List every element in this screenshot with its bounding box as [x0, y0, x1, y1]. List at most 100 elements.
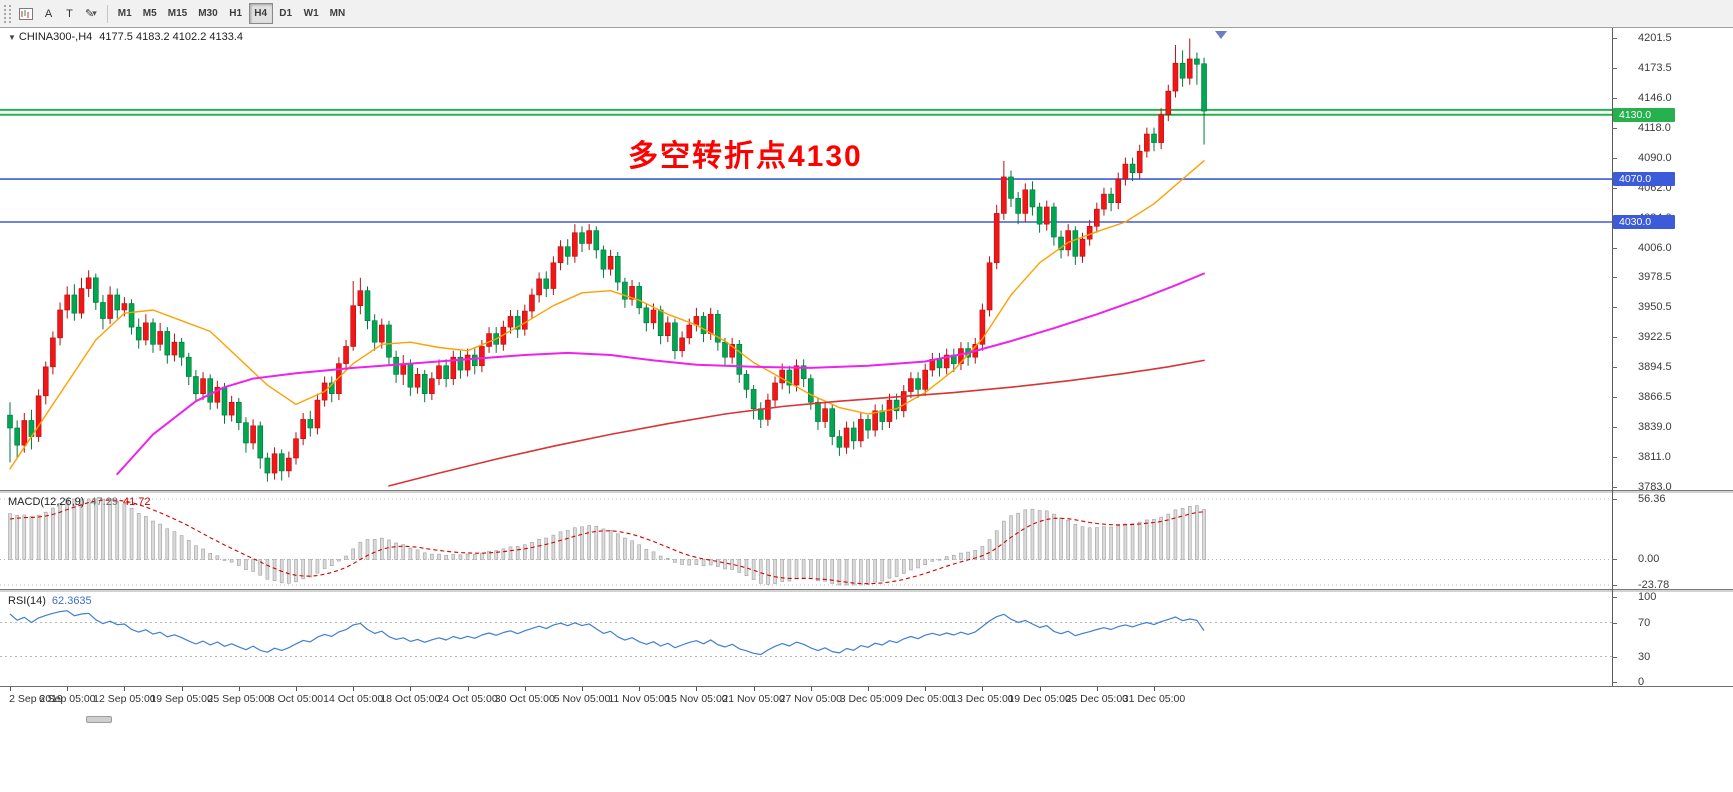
ma-slow-red — [388, 359, 1205, 487]
candle — [207, 378, 213, 403]
date-axis-label: 24 Oct 05:00 — [437, 693, 498, 705]
collapse-triangle-icon[interactable]: ▼ — [8, 33, 16, 42]
axis-tick — [124, 687, 126, 691]
timeframe-D1[interactable]: D1 — [274, 3, 298, 24]
macd-histogram-bar — [387, 539, 391, 560]
candle — [185, 356, 192, 377]
macd-histogram-bar — [86, 498, 91, 560]
candle — [743, 374, 750, 390]
chevron-down-icon: ▾ — [92, 8, 97, 18]
macd-panel[interactable] — [0, 493, 1612, 589]
timeframe-H1[interactable]: H1 — [224, 3, 248, 24]
date-axis-label: 13 Dec 05:00 — [951, 693, 1014, 705]
candle — [643, 307, 650, 324]
toolbar-separator — [106, 4, 108, 23]
macd-histogram-bar — [508, 546, 513, 560]
timeframe-H4[interactable]: H4 — [248, 3, 273, 24]
timeframe-M30[interactable]: M30 — [193, 3, 222, 24]
date-axis-label: 19 Dec 05:00 — [1008, 693, 1071, 705]
macd-histogram-bar — [308, 559, 313, 578]
main-chart-canvas[interactable] — [0, 28, 1612, 490]
macd-histogram-bar — [458, 554, 463, 560]
macd-histogram-bar — [594, 526, 599, 560]
candle — [815, 401, 821, 422]
macd-histogram-bar — [673, 559, 677, 563]
macd-histogram-bar — [766, 559, 770, 585]
macd-histogram-bar — [165, 528, 170, 560]
main-chart-panel[interactable] — [0, 28, 1612, 490]
horizontal-scrollbar[interactable] — [86, 716, 112, 723]
rsi-panel[interactable] — [0, 592, 1612, 686]
candle — [193, 376, 199, 394]
candle — [378, 324, 385, 343]
axis-tick — [1612, 682, 1617, 683]
macd-histogram-bar — [894, 559, 899, 577]
macd-histogram-bar — [773, 559, 777, 584]
macd-histogram-bar — [780, 559, 785, 582]
timeframe-M5[interactable]: M5 — [138, 3, 162, 24]
macd-histogram-bar — [65, 498, 69, 560]
macd-canvas — [0, 498, 1612, 586]
candle — [765, 399, 771, 420]
macd-histogram-bar — [1173, 509, 1178, 560]
axis-tick — [1612, 247, 1617, 249]
macd-histogram-bar — [51, 507, 55, 560]
macd-histogram-bar — [315, 559, 320, 574]
candle — [1094, 208, 1100, 227]
axis-tick — [1612, 597, 1617, 598]
candle — [479, 346, 485, 367]
candle — [543, 278, 550, 289]
candle — [1036, 206, 1043, 225]
macd-histogram-bar — [237, 559, 241, 566]
macd-histogram-bar — [229, 559, 234, 563]
timeframe-W1[interactable]: W1 — [299, 3, 324, 24]
candle — [1201, 63, 1207, 112]
price-axis-label: 4090.0 — [1638, 151, 1672, 164]
panel-separator[interactable] — [0, 589, 1733, 592]
macd-histogram-bar — [472, 554, 477, 560]
axis-tick — [1612, 397, 1617, 399]
axis-tick — [1039, 687, 1041, 691]
candle — [278, 453, 285, 472]
macd-histogram-bar — [415, 549, 420, 560]
text-tool-button[interactable]: T — [59, 3, 80, 24]
candle — [328, 382, 335, 394]
price-axis[interactable]: 4201.54173.54146.04118.04090.04062.04034… — [1612, 28, 1733, 686]
candle — [200, 378, 206, 394]
timeframe-M1[interactable]: M1 — [113, 3, 137, 24]
candle — [486, 333, 492, 347]
rsi-axis-label: 100 — [1638, 591, 1657, 603]
candle — [1015, 198, 1021, 214]
macd-histogram-bar — [716, 559, 720, 567]
macd-histogram-bar — [608, 530, 613, 560]
macd-histogram-bar — [758, 559, 763, 584]
draw-tool-button[interactable]: ✎ ▾ — [80, 3, 102, 24]
macd-histogram-bar — [144, 516, 148, 560]
candle — [650, 309, 657, 324]
macd-histogram-bar — [344, 555, 348, 560]
candle — [421, 374, 428, 394]
level-price-tag-4070.0: 4070.0 — [1613, 172, 1675, 187]
date-axis-label: 11 Nov 05:00 — [608, 693, 671, 705]
price-axis-label: 4118.0 — [1638, 121, 1671, 134]
macd-histogram-bar — [179, 535, 184, 560]
candle — [707, 313, 714, 334]
annotation-text[interactable]: 多空转折点4130 — [628, 140, 863, 173]
arrow-tool-button[interactable]: A — [38, 3, 59, 24]
rsi-axis-label: 70 — [1638, 616, 1651, 629]
macd-histogram-bar — [8, 513, 12, 560]
chart-window-button[interactable] — [14, 3, 38, 24]
panel-separator[interactable] — [0, 490, 1733, 493]
price-axis-label: 4173.5 — [1638, 62, 1672, 75]
candle — [636, 286, 643, 309]
toolbar-drag-handle[interactable] — [4, 4, 11, 23]
timeframe-M15[interactable]: M15 — [163, 3, 192, 24]
timeframe-MN[interactable]: MN — [325, 3, 351, 24]
chart-shift-marker-icon[interactable] — [1215, 31, 1227, 39]
macd-histogram-bar — [379, 537, 384, 560]
toolbar: A T ✎ ▾ M1 M5 M15 M30 H1 H4 D1 W1 MN — [0, 0, 1733, 28]
macd-histogram-bar — [794, 559, 799, 580]
price-axis-label: 3922.5 — [1638, 331, 1672, 344]
macd-histogram-bar — [265, 559, 270, 580]
date-axis[interactable]: 2 Sep 2019 6 Sep 05:00 12 Sep 05:00 19 Sep … — [0, 686, 1733, 714]
